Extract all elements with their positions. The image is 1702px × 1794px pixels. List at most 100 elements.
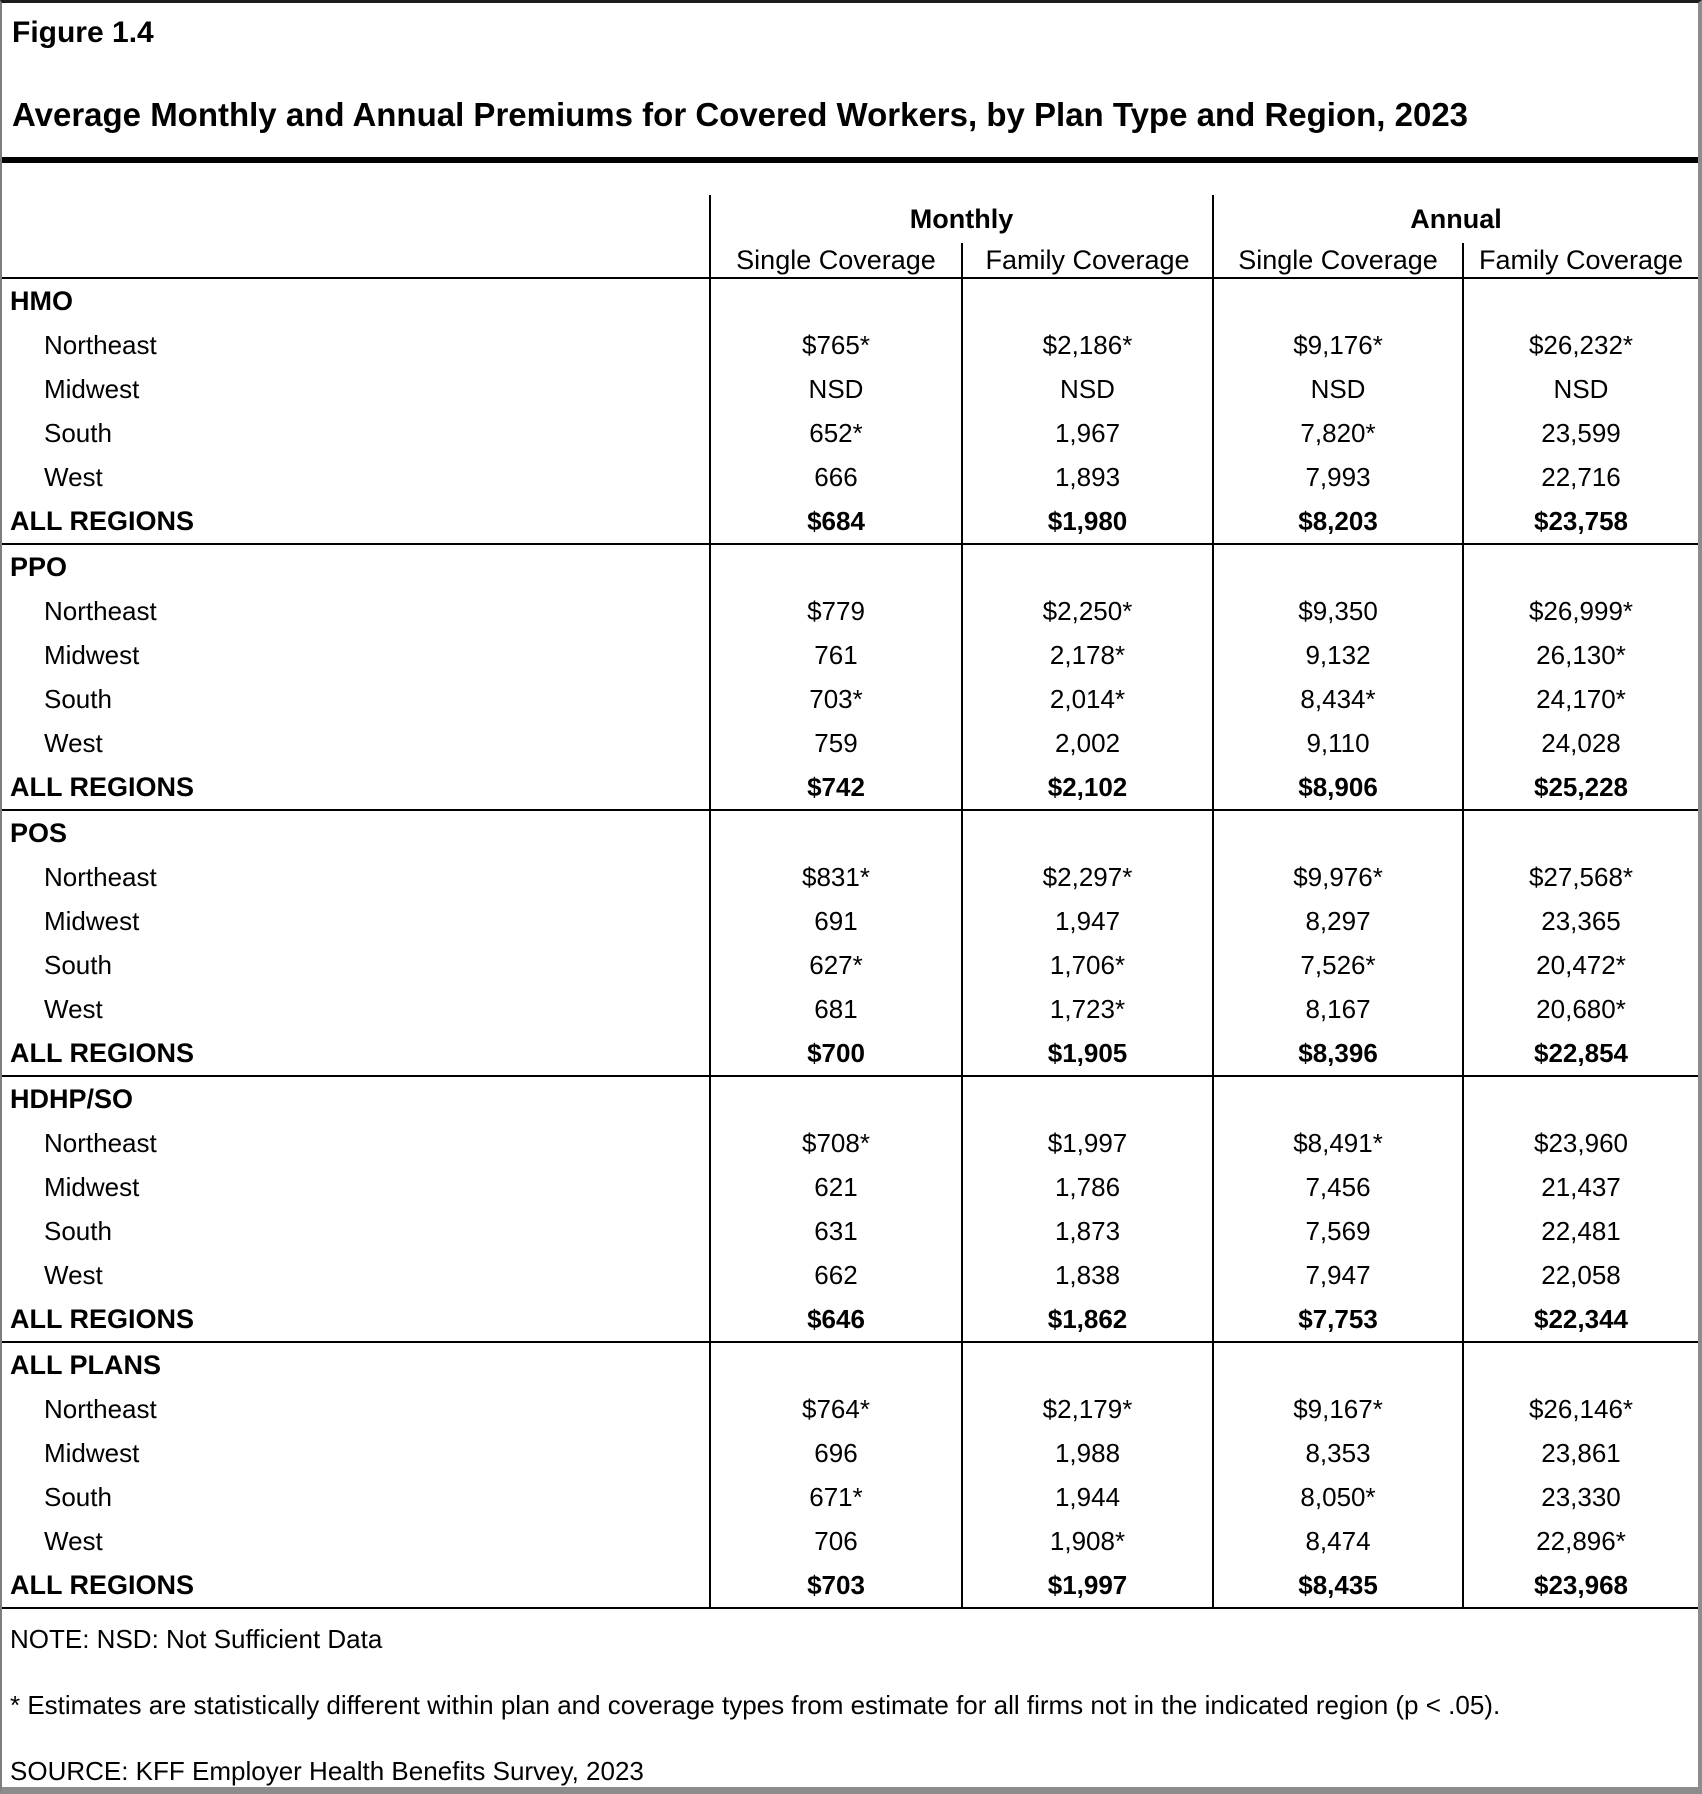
all-regions-value-cell: $742 bbox=[709, 765, 962, 810]
monthly-family-coverage-header: Family Coverage bbox=[960, 243, 1214, 279]
premium-value-cell: 671* bbox=[709, 1475, 962, 1519]
all-regions-value-cell: $8,906 bbox=[1212, 765, 1464, 810]
premium-value-cell: 24,170* bbox=[1462, 677, 1698, 721]
premium-value-cell: $8,491* bbox=[1212, 1121, 1464, 1165]
premium-value-cell: 1,786 bbox=[960, 1165, 1214, 1209]
premium-value-cell: 1,988 bbox=[960, 1431, 1214, 1475]
premium-value-cell: $2,179* bbox=[960, 1387, 1214, 1431]
corner-cell bbox=[2, 243, 710, 279]
all-regions-value-cell: $23,758 bbox=[1462, 499, 1698, 544]
all-regions-row: ALL REGIONS $700 $1,905 $8,396 $22,854 bbox=[2, 1031, 1698, 1076]
region-data-row: Northeast $779 $2,250* $9,350 $26,999* bbox=[2, 589, 1698, 633]
all-regions-value-cell: $8,435 bbox=[1212, 1563, 1464, 1609]
region-cell: Northeast bbox=[44, 595, 157, 626]
region-data-row: Midwest 691 1,947 8,297 23,365 bbox=[2, 899, 1698, 943]
premium-value-cell: $27,568* bbox=[1462, 855, 1698, 899]
premium-value-cell: $26,232* bbox=[1462, 323, 1698, 367]
premium-value-cell: 9,110 bbox=[1212, 721, 1464, 765]
source-text: SOURCE: KFF Employer Health Benefits Sur… bbox=[10, 1756, 644, 1786]
premium-value-cell: 9,132 bbox=[1212, 633, 1464, 677]
premium-value-cell: 1,723* bbox=[960, 987, 1214, 1031]
empty-cell bbox=[709, 1341, 962, 1387]
all-regions-value-cell: $8,203 bbox=[1212, 499, 1464, 544]
premium-value-cell: 696 bbox=[709, 1431, 962, 1475]
figure-label: Figure 1.4 bbox=[12, 16, 154, 49]
plan-type-cell: POS bbox=[2, 809, 710, 855]
region-data-row: South 631 1,873 7,569 22,481 bbox=[2, 1209, 1698, 1253]
plan-section-header-row: HMO bbox=[2, 277, 1698, 323]
all-regions-value-cell: $22,344 bbox=[1462, 1297, 1698, 1342]
plan-section-header-row: ALL PLANS bbox=[2, 1341, 1698, 1387]
premium-value-cell: 20,472* bbox=[1462, 943, 1698, 987]
premium-value-cell: 7,526* bbox=[1212, 943, 1464, 987]
premium-value-cell: 666 bbox=[709, 455, 962, 499]
premium-value-cell: 691 bbox=[709, 899, 962, 943]
premium-value-cell: 631 bbox=[709, 1209, 962, 1253]
region-data-row: Northeast $764* $2,179* $9,167* $26,146* bbox=[2, 1387, 1698, 1431]
empty-cell bbox=[1462, 277, 1698, 323]
all-regions-value-cell: $1,997 bbox=[960, 1563, 1214, 1609]
plan-type-cell: PPO bbox=[2, 543, 710, 589]
region-data-row: West 706 1,908* 8,474 22,896* bbox=[2, 1519, 1698, 1563]
all-regions-row: ALL REGIONS $703 $1,997 $8,435 $23,968 bbox=[2, 1563, 1698, 1609]
premium-value-cell: $708* bbox=[709, 1121, 962, 1165]
premium-value-cell: $779 bbox=[709, 589, 962, 633]
premium-value-cell: $9,167* bbox=[1212, 1387, 1464, 1431]
all-regions-row: ALL REGIONS $742 $2,102 $8,906 $25,228 bbox=[2, 765, 1698, 810]
empty-cell bbox=[1212, 543, 1464, 589]
premium-value-cell: 652* bbox=[709, 411, 962, 455]
region-cell: Midwest bbox=[44, 639, 140, 670]
plan-section-header-row: HDHP/SO bbox=[2, 1075, 1698, 1121]
premium-value-cell: 1,944 bbox=[960, 1475, 1214, 1519]
region-data-row: West 666 1,893 7,993 22,716 bbox=[2, 455, 1698, 499]
region-data-row: South 703* 2,014* 8,434* 24,170* bbox=[2, 677, 1698, 721]
premium-value-cell: 1,947 bbox=[960, 899, 1214, 943]
all-regions-value-cell: $25,228 bbox=[1462, 765, 1698, 810]
all-regions-row: ALL REGIONS $684 $1,980 $8,203 $23,758 bbox=[2, 499, 1698, 544]
all-regions-value-cell: $1,862 bbox=[960, 1297, 1214, 1342]
empty-cell bbox=[1462, 1341, 1698, 1387]
region-cell: South bbox=[44, 683, 112, 714]
empty-cell bbox=[1212, 277, 1464, 323]
empty-cell bbox=[709, 809, 962, 855]
all-regions-value-cell: $1,905 bbox=[960, 1031, 1214, 1076]
region-cell: Midwest bbox=[44, 1437, 140, 1468]
premium-value-cell: 7,947 bbox=[1212, 1253, 1464, 1297]
plan-type-cell: HMO bbox=[2, 277, 710, 323]
empty-cell bbox=[1462, 543, 1698, 589]
premium-value-cell: 22,058 bbox=[1462, 1253, 1698, 1297]
region-data-row: West 759 2,002 9,110 24,028 bbox=[2, 721, 1698, 765]
empty-cell bbox=[1462, 809, 1698, 855]
premium-value-cell: 2,178* bbox=[960, 633, 1214, 677]
premium-value-cell: 7,993 bbox=[1212, 455, 1464, 499]
all-regions-value-cell: $7,753 bbox=[1212, 1297, 1464, 1342]
title-block: Figure 1.4 Average Monthly and Annual Pr… bbox=[2, 3, 1698, 163]
premium-value-cell: NSD bbox=[709, 367, 962, 411]
region-data-row: Midwest 621 1,786 7,456 21,437 bbox=[2, 1165, 1698, 1209]
all-regions-value-cell: $23,968 bbox=[1462, 1563, 1698, 1609]
premium-value-cell: 627* bbox=[709, 943, 962, 987]
empty-cell bbox=[960, 809, 1214, 855]
premium-value-cell: 8,297 bbox=[1212, 899, 1464, 943]
premium-value-cell: $765* bbox=[709, 323, 962, 367]
premium-value-cell: 2,014* bbox=[960, 677, 1214, 721]
premium-value-cell: 621 bbox=[709, 1165, 962, 1209]
region-cell: Northeast bbox=[44, 1393, 157, 1424]
premium-value-cell: 22,481 bbox=[1462, 1209, 1698, 1253]
premium-value-cell: NSD bbox=[1462, 367, 1698, 411]
coverage-subheader-row: Single Coverage Family Coverage Single C… bbox=[2, 243, 1698, 279]
premiums-table: Monthly Annual Single Coverage Family Co… bbox=[2, 195, 1698, 1609]
premium-value-cell: 7,456 bbox=[1212, 1165, 1464, 1209]
region-cell: Midwest bbox=[44, 905, 140, 936]
premium-value-cell: $23,960 bbox=[1462, 1121, 1698, 1165]
plan-section-header-row: PPO bbox=[2, 543, 1698, 589]
premium-value-cell: $2,297* bbox=[960, 855, 1214, 899]
premium-value-cell: 2,002 bbox=[960, 721, 1214, 765]
region-cell: Midwest bbox=[44, 1171, 140, 1202]
premium-value-cell: $9,176* bbox=[1212, 323, 1464, 367]
plan-type-cell: HDHP/SO bbox=[2, 1075, 710, 1121]
premium-value-cell: 20,680* bbox=[1462, 987, 1698, 1031]
all-regions-row: ALL REGIONS $646 $1,862 $7,753 $22,344 bbox=[2, 1297, 1698, 1342]
plan-type-cell: ALL PLANS bbox=[2, 1341, 710, 1387]
region-data-row: Northeast $831* $2,297* $9,976* $27,568* bbox=[2, 855, 1698, 899]
